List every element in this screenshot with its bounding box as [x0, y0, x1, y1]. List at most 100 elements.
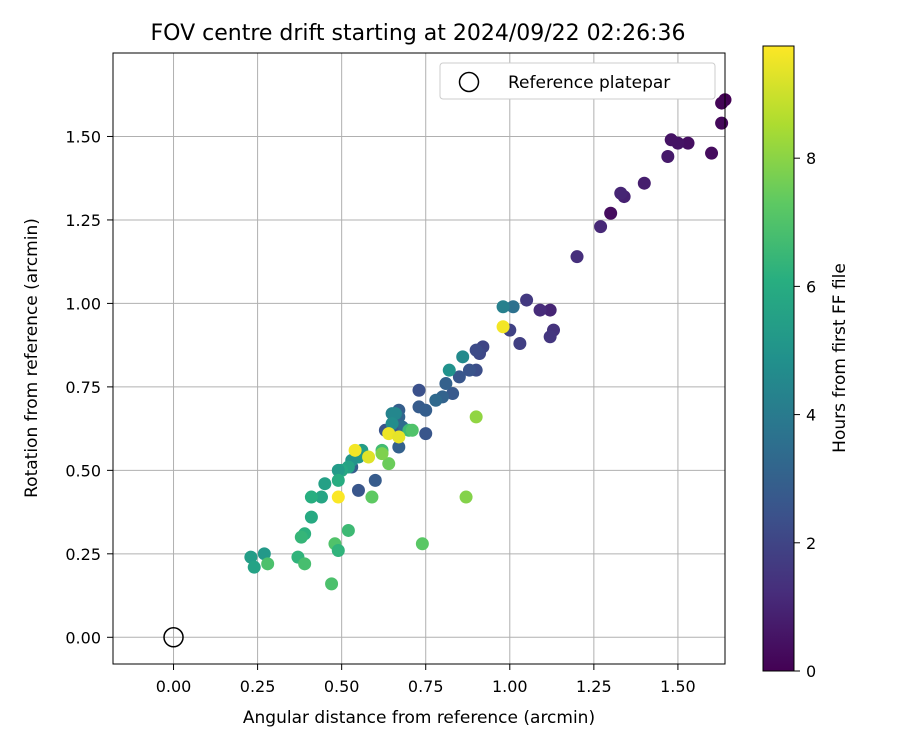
plot-frame: [112, 52, 726, 665]
y-tick-label: 0.50: [65, 461, 101, 480]
data-point: [368, 473, 382, 487]
data-point: [375, 447, 389, 461]
data-point: [415, 537, 429, 551]
y-axis-ticks: 0.00 0.25 0.50 0.75 1.00 1.25 1.50: [65, 127, 113, 647]
reference-marker: [163, 627, 184, 648]
legend-box: [439, 62, 716, 100]
data-point: [533, 303, 547, 317]
data-point: [705, 146, 719, 160]
x-tick-label: 1.00: [492, 677, 528, 696]
x-tick-label: 0.25: [240, 677, 276, 696]
x-tick-label: 0.50: [324, 677, 360, 696]
data-point: [462, 363, 476, 377]
x-tick-label: 1.50: [660, 677, 696, 696]
data-point: [382, 457, 396, 471]
data-point: [520, 293, 534, 307]
data-points: [244, 93, 732, 591]
data-point: [392, 440, 406, 454]
data-point: [385, 417, 399, 431]
data-point: [604, 206, 618, 220]
data-point: [614, 186, 628, 200]
data-point: [304, 510, 318, 524]
data-point: [405, 423, 419, 437]
data-point: [325, 577, 339, 591]
data-point: [365, 490, 379, 504]
data-point: [419, 403, 433, 417]
data-point: [257, 547, 271, 561]
y-tick-label: 0.00: [65, 628, 101, 647]
data-point: [469, 410, 483, 424]
colorbar-ticks: 0 2 4 6 8: [794, 149, 816, 681]
y-tick-label: 1.25: [65, 211, 101, 230]
legend-label: Reference platepar: [508, 73, 670, 93]
data-point: [543, 330, 557, 344]
data-point: [331, 473, 345, 487]
data-point: [459, 490, 473, 504]
data-point: [594, 220, 608, 234]
data-point: [452, 370, 466, 384]
data-point: [456, 350, 470, 364]
data-point: [244, 550, 258, 564]
x-axis-label: Angular distance from reference (arcmin): [243, 708, 595, 728]
data-point: [318, 477, 332, 491]
data-point: [637, 176, 651, 190]
data-point: [348, 443, 362, 457]
data-point: [715, 96, 729, 110]
data-point: [314, 490, 328, 504]
legend-reference-marker-icon: [458, 71, 480, 93]
data-point: [304, 490, 318, 504]
data-point: [261, 557, 275, 571]
data-point: [446, 387, 460, 401]
data-point: [570, 250, 584, 264]
data-point: [496, 300, 510, 314]
reference-marker-group: [163, 627, 184, 648]
data-point: [506, 300, 520, 314]
grid-lines: [113, 53, 725, 664]
data-point: [681, 136, 695, 150]
data-point: [469, 343, 483, 357]
y-tick-label: 0.25: [65, 545, 101, 564]
data-point: [331, 543, 345, 557]
data-point: [298, 557, 312, 571]
colorbar-tick-label: 6: [806, 277, 816, 296]
data-point: [247, 560, 261, 574]
data-point: [392, 430, 406, 444]
colorbar-label: Hours from first FF file: [830, 263, 850, 453]
data-point: [331, 463, 345, 477]
data-point: [294, 530, 308, 544]
data-point: [419, 427, 433, 441]
plot-background: [113, 53, 725, 664]
data-point: [382, 427, 396, 441]
data-point: [341, 523, 355, 537]
data-point: [543, 303, 557, 317]
data-point: [664, 133, 678, 147]
y-tick-label: 0.75: [65, 378, 101, 397]
x-tick-label: 0.00: [156, 677, 192, 696]
data-point: [661, 150, 675, 164]
y-axis-label: Rotation from reference (arcmin): [22, 218, 42, 498]
data-point: [331, 490, 345, 504]
colorbar: [762, 45, 795, 672]
data-point: [362, 450, 376, 464]
data-point: [715, 116, 729, 130]
data-point: [513, 336, 527, 350]
x-tick-label: 1.25: [576, 677, 612, 696]
colorbar-tick-label: 0: [806, 662, 816, 681]
chart-title: FOV centre drift starting at 2024/09/22 …: [151, 21, 686, 46]
data-point: [442, 363, 456, 377]
y-tick-label: 1.00: [65, 294, 101, 313]
data-point: [439, 377, 453, 391]
colorbar-tick-label: 8: [806, 149, 816, 168]
data-point: [351, 483, 365, 497]
colorbar-tick-label: 4: [806, 406, 816, 425]
colorbar-tick-label: 2: [806, 534, 816, 553]
y-tick-label: 1.50: [65, 127, 101, 146]
x-tick-label: 0.75: [408, 677, 444, 696]
data-point: [412, 383, 426, 397]
data-point: [388, 407, 402, 421]
data-point: [429, 393, 443, 407]
data-point: [496, 320, 510, 334]
x-axis-ticks: 0.00 0.25 0.50 0.75 1.00 1.25 1.50: [156, 664, 696, 696]
legend: Reference platepar: [439, 62, 716, 100]
